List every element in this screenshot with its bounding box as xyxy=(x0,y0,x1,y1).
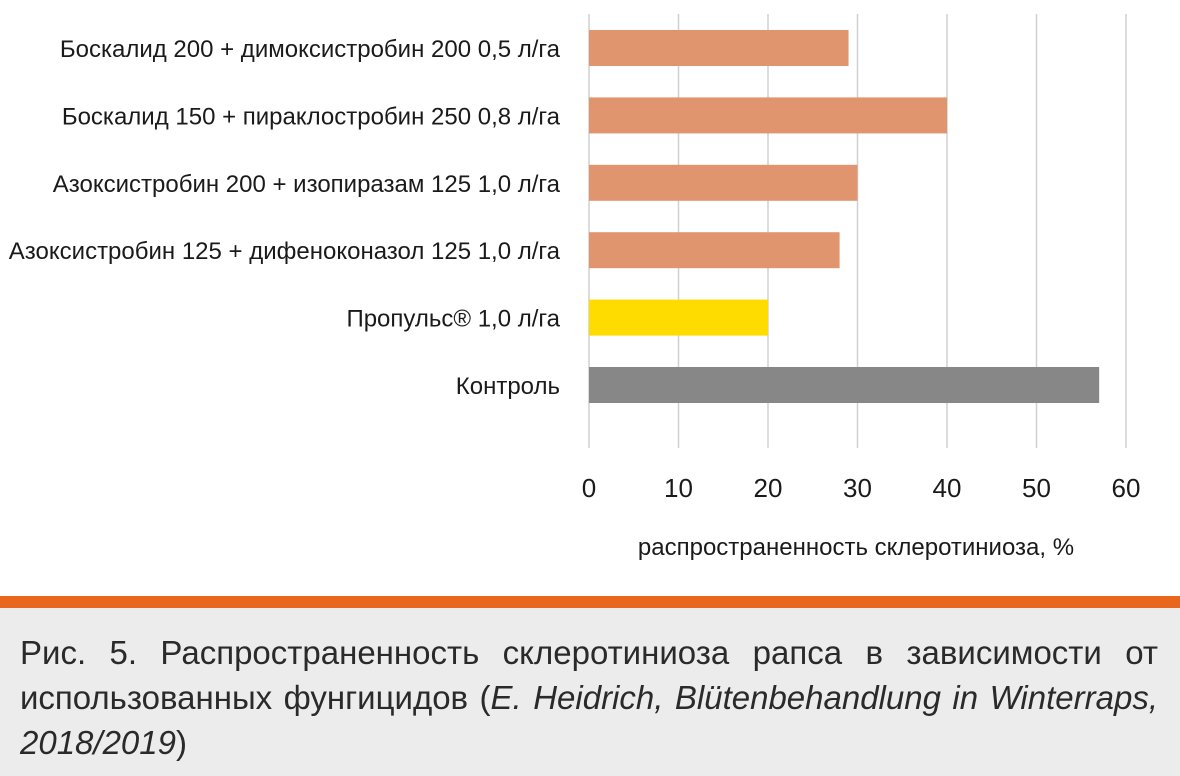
bar-5 xyxy=(589,299,768,336)
x-tick-label-20: 20 xyxy=(754,473,783,503)
bar-1 xyxy=(589,30,849,66)
x-tick-label-10: 10 xyxy=(664,473,693,503)
category-label-6: Контроль xyxy=(456,373,560,400)
caption-closing: ) xyxy=(176,724,187,761)
category-label-4: Азоксистробин 125 + дифеноконазол 125 1,… xyxy=(9,238,561,265)
category-label-1: Боскалид 200 + димоксистробин 200 0,5 л/… xyxy=(60,36,561,63)
bar-3 xyxy=(589,164,858,201)
grid-lines xyxy=(588,14,1127,448)
bar-4 xyxy=(589,232,840,269)
chart-svg: Боскалид 200 + димоксистробин 200 0,5 л/… xyxy=(9,14,1141,561)
category-label-3: Азоксистробин 200 + изопиразам 125 1,0 л… xyxy=(53,171,561,198)
bar-6 xyxy=(589,367,1100,403)
figure-caption: Рис. 5. Распространенность склеротиниоза… xyxy=(20,630,1158,765)
orange-divider xyxy=(0,596,1180,608)
bars xyxy=(589,30,1100,403)
bar-2 xyxy=(589,97,947,134)
category-labels: Боскалид 200 + димоксистробин 200 0,5 л/… xyxy=(9,36,561,400)
x-tick-label-60: 60 xyxy=(1112,473,1141,503)
x-tick-label-0: 0 xyxy=(582,473,596,503)
x-tick-label-30: 30 xyxy=(843,473,872,503)
x-axis-title: распространенность склеротиниоза, % xyxy=(638,534,1074,561)
category-label-2: Боскалид 150 + пираклостробин 250 0,8 л/… xyxy=(62,103,561,130)
caption-source: E. Heidrich, Blütenbehandlung in Winterr… xyxy=(20,679,1158,761)
x-tick-labels: 0 10 20 30 40 50 60 xyxy=(582,473,1141,503)
x-tick-label-50: 50 xyxy=(1022,473,1051,503)
bar-chart: Боскалид 200 + димоксистробин 200 0,5 л/… xyxy=(9,14,1141,561)
x-tick-label-40: 40 xyxy=(933,473,962,503)
figure-caption-box: Рис. 5. Распространенность склеротиниоза… xyxy=(0,608,1180,776)
caption-text: Рис. 5. Распространенность склеротиниоза… xyxy=(20,634,1158,716)
category-label-5: Пропульс® 1,0 л/га xyxy=(346,306,560,333)
